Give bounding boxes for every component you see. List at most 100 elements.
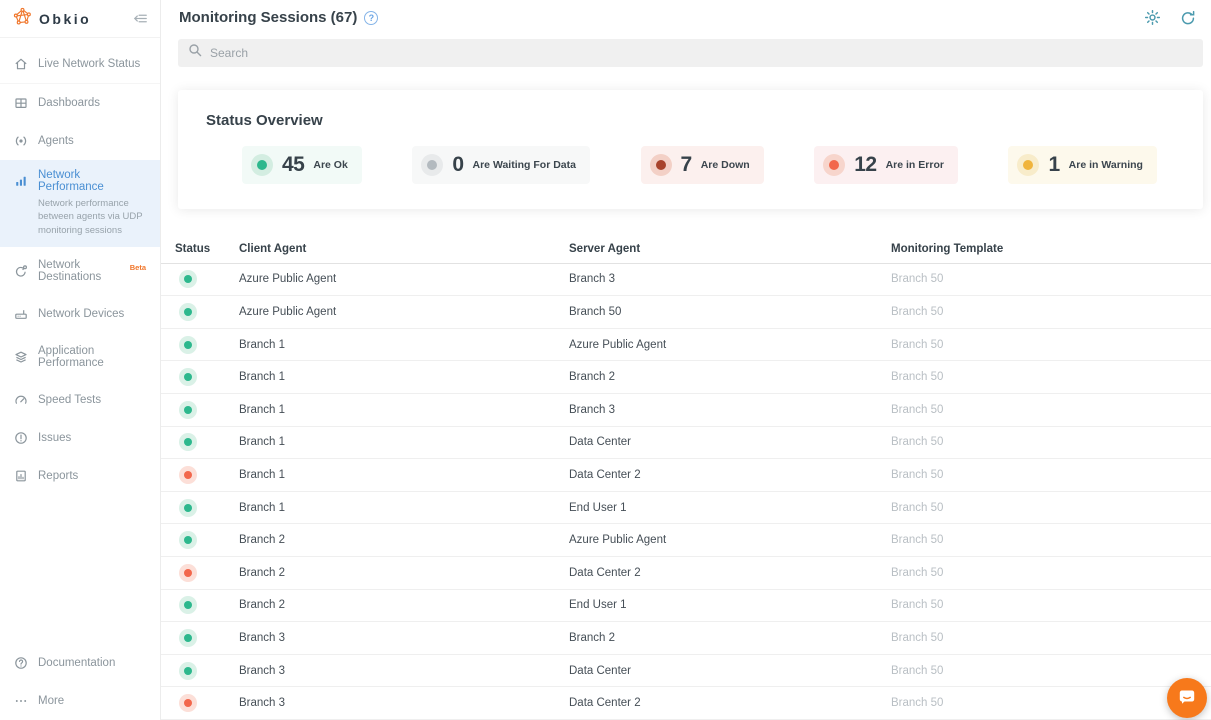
- report-icon: [14, 469, 28, 483]
- template-cell: Branch 50: [891, 664, 944, 677]
- destinations-icon: [14, 264, 28, 278]
- client-agent-cell: Azure Public Agent: [239, 306, 337, 319]
- status-dot: [179, 433, 197, 452]
- table-row[interactable]: Azure Public Agent Branch 50 Branch 50: [161, 296, 1211, 329]
- client-agent-cell: Branch 3: [239, 664, 286, 677]
- status-badge-dot: [649, 153, 672, 176]
- sidebar-item-label: Network Destinations: [38, 258, 102, 283]
- sidebar-item-live-network-status[interactable]: Live Network Status: [0, 45, 160, 84]
- server-agent-cell: Branch 2: [569, 632, 616, 645]
- sidebar-item-label: Agents: [38, 135, 74, 147]
- table-row[interactable]: Branch 3 Branch 2 Branch 50: [161, 622, 1211, 655]
- template-cell: Branch 50: [891, 469, 944, 482]
- sidebar-footer: Documentation More: [0, 644, 160, 720]
- client-agent-cell: Branch 1: [239, 338, 286, 351]
- sidebar-item-network-devices[interactable]: Network Devices: [0, 295, 160, 333]
- column-header-server-agent: Server Agent: [569, 242, 641, 255]
- table-row[interactable]: Branch 1 End User 1 Branch 50: [161, 492, 1211, 525]
- sidebar-item-dashboards[interactable]: Dashboards: [0, 84, 160, 122]
- client-agent-cell: Branch 1: [239, 403, 286, 416]
- client-agent-cell: Branch 1: [239, 436, 286, 449]
- sidebar-nav: Live Network Status Dashboards Agents: [0, 38, 160, 644]
- settings-gear-icon[interactable]: [1144, 9, 1161, 26]
- client-agent-cell: Branch 2: [239, 566, 286, 579]
- client-agent-cell: Branch 2: [239, 534, 286, 547]
- table-body: Azure Public Agent Branch 3 Branch 50 Az…: [161, 264, 1211, 720]
- chat-launcher-button[interactable]: [1167, 678, 1207, 718]
- server-agent-cell: Branch 3: [569, 403, 616, 416]
- table-row[interactable]: Branch 1 Azure Public Agent Branch 50: [161, 329, 1211, 362]
- status-badge-label: Are Down: [700, 158, 750, 171]
- sidebar-item-documentation[interactable]: Documentation: [0, 644, 160, 682]
- table-row[interactable]: Branch 2 End User 1 Branch 50: [161, 590, 1211, 623]
- sidebar-item-issues[interactable]: Issues: [0, 419, 160, 457]
- refresh-icon[interactable]: [1180, 10, 1196, 26]
- template-cell: Branch 50: [891, 501, 944, 514]
- table-row[interactable]: Branch 3 Data Center Branch 50: [161, 655, 1211, 688]
- search-input[interactable]: [210, 45, 1193, 60]
- table-row[interactable]: Branch 2 Azure Public Agent Branch 50: [161, 524, 1211, 558]
- status-dot: [179, 270, 197, 289]
- status-badge: 12 Are in Error: [814, 145, 958, 184]
- server-agent-cell: End User 1: [569, 599, 627, 612]
- table-row[interactable]: Branch 2 Data Center 2 Branch 50: [161, 557, 1211, 590]
- sidebar-item-speed-tests[interactable]: Speed Tests: [0, 381, 160, 419]
- status-badge: 7 Are Down: [640, 145, 764, 184]
- sidebar-item-label: Network Devices: [38, 307, 125, 320]
- table-row[interactable]: Branch 1 Branch 3 Branch 50: [161, 394, 1211, 427]
- sidebar-item-more[interactable]: More: [0, 682, 160, 720]
- client-agent-cell: Branch 1: [239, 469, 286, 482]
- sidebar-item-reports[interactable]: Reports: [0, 457, 160, 495]
- status-badge-label: Are Waiting For Data: [472, 158, 576, 171]
- status-badge-label: Are in Error: [885, 158, 944, 171]
- template-cell: Branch 50: [891, 697, 944, 710]
- status-badge-count: 12: [854, 152, 877, 176]
- sidebar-item-label: Documentation: [38, 657, 116, 669]
- devices-icon: [14, 307, 28, 321]
- status-dot: [179, 400, 197, 419]
- client-agent-cell: Azure Public Agent: [239, 273, 337, 286]
- table-row[interactable]: Branch 1 Data Center Branch 50: [161, 427, 1211, 460]
- grid-icon: [14, 96, 28, 110]
- sidebar-item-label: Dashboards: [38, 97, 101, 109]
- sidebar-item-application-performance[interactable]: Application Performance: [0, 333, 160, 381]
- speedometer-icon: [14, 393, 28, 407]
- status-dot: [179, 531, 197, 550]
- template-cell: Branch 50: [891, 436, 944, 449]
- agents-icon: [14, 134, 28, 148]
- table-row[interactable]: Branch 3 Data Center 2 Branch 50: [161, 687, 1211, 720]
- server-agent-cell: Data Center 2: [569, 697, 641, 710]
- sidebar-collapse-icon[interactable]: [133, 12, 148, 25]
- table-row[interactable]: Branch 1 Branch 2 Branch 50: [161, 361, 1211, 395]
- table-row[interactable]: Branch 1 Data Center 2 Branch 50: [161, 459, 1211, 492]
- column-header-status: Status: [175, 242, 211, 255]
- question-circle-icon: [14, 656, 28, 670]
- status-overview-card: Status Overview 45 Are Ok 0 Are Waiting …: [178, 89, 1203, 209]
- server-agent-cell: Azure Public Agent: [569, 338, 667, 351]
- bar-chart-icon: [14, 174, 28, 188]
- status-dot: [179, 629, 197, 648]
- page-title: Monitoring Sessions (67): [179, 9, 358, 27]
- sidebar-item-network-performance[interactable]: Network Performance Network performance …: [0, 160, 160, 247]
- table-row[interactable]: Azure Public Agent Branch 3 Branch 50: [161, 264, 1211, 297]
- sidebar-item-label: Issues: [38, 431, 72, 444]
- sidebar-item-label: Speed Tests: [38, 393, 102, 406]
- layers-icon: [14, 350, 28, 364]
- status-dot: [179, 466, 197, 485]
- template-cell: Branch 50: [891, 371, 944, 384]
- search-icon: [188, 43, 202, 62]
- sidebar-item-agents[interactable]: Agents: [0, 122, 160, 160]
- obkio-logo-icon: [13, 7, 32, 31]
- status-dot: [179, 694, 197, 713]
- sidebar-item-network-destinations[interactable]: Network Destinations Beta: [0, 247, 160, 295]
- template-cell: Branch 50: [891, 403, 944, 416]
- search-bar[interactable]: [178, 39, 1203, 67]
- main-content: Monitoring Sessions (67) ? Status Overvi…: [161, 0, 1211, 720]
- status-badge: 0 Are Waiting For Data: [412, 145, 590, 184]
- page-header: Monitoring Sessions (67) ?: [161, 0, 1211, 35]
- chat-bubble-icon: [1177, 687, 1197, 710]
- info-icon[interactable]: ?: [364, 10, 379, 25]
- beta-badge: Beta: [129, 263, 146, 273]
- server-agent-cell: Data Center: [569, 664, 632, 677]
